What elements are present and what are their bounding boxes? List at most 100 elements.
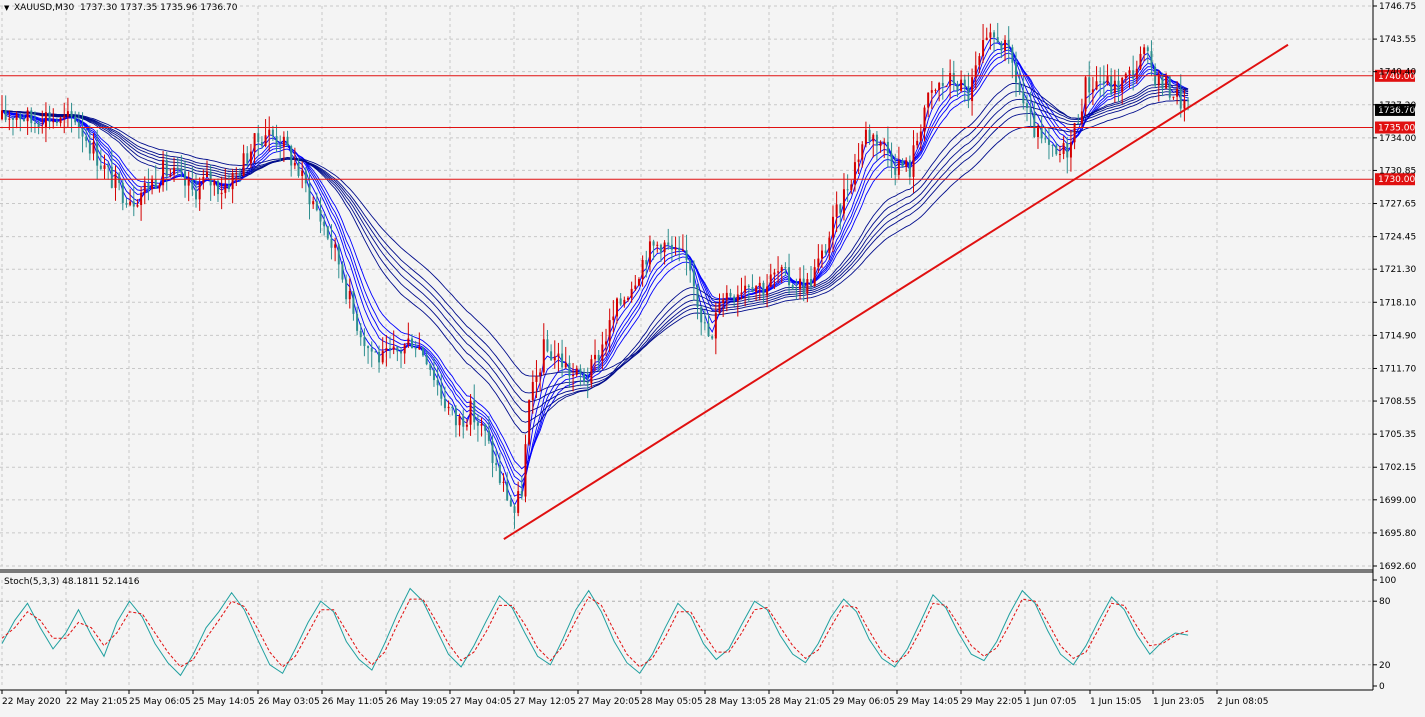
candle-body	[912, 145, 915, 177]
trendline-layer[interactable]	[503, 43, 1289, 540]
candle-body	[736, 294, 739, 301]
candle-body	[96, 142, 99, 166]
ma-line	[1, 85, 1189, 423]
candle-body	[26, 110, 29, 122]
horizontal-levels[interactable]: 1740.00 1735.00 1730.00 1736.70	[0, 69, 1415, 186]
candle-body	[374, 351, 377, 353]
symbol-dropdown-icon[interactable]: ▼	[4, 4, 10, 12]
candle-body	[1036, 125, 1039, 137]
candle-body	[140, 192, 143, 206]
candle-body	[908, 160, 911, 177]
candle-body	[279, 145, 282, 148]
candle-body	[74, 116, 77, 123]
candle-body	[553, 356, 556, 361]
y-tick-label: 1737.20	[1379, 101, 1416, 111]
candle-body	[224, 184, 227, 193]
level-price-tag	[1375, 121, 1415, 134]
candle-body	[326, 226, 329, 239]
candle-body	[703, 322, 706, 324]
candle-body	[641, 260, 644, 280]
candle-body	[260, 142, 263, 146]
candle-body	[52, 121, 55, 123]
candle-body	[648, 241, 651, 265]
candle-body	[1146, 47, 1149, 52]
candle-body	[967, 86, 970, 102]
y-tick-label: 1746.75	[1379, 2, 1416, 12]
candle-body	[1106, 75, 1109, 85]
candle-body	[601, 344, 604, 361]
candle-body	[341, 264, 344, 280]
candle-body	[1176, 89, 1179, 97]
candle-body	[956, 83, 959, 91]
candle-body	[835, 204, 838, 217]
candle-body	[1051, 144, 1054, 146]
candle-body	[319, 210, 322, 222]
candle-body	[334, 244, 337, 248]
candle-body	[85, 136, 88, 141]
candle-body	[1187, 100, 1190, 102]
level-price-tag	[1375, 173, 1415, 186]
candle-body	[1066, 143, 1069, 158]
candle-body	[308, 183, 311, 205]
y-tick-label: 1718.10	[1379, 298, 1416, 308]
candle-body	[974, 65, 977, 78]
x-tick-label: 29 May 06:05	[833, 697, 895, 707]
candle-body	[905, 160, 908, 167]
candle-body	[345, 279, 348, 300]
candle-body	[37, 123, 40, 128]
candle-body	[1004, 39, 1007, 51]
ohlc-readout: 1737.30 1737.35 1735.96 1736.70	[80, 3, 238, 13]
candle-body	[744, 285, 747, 293]
candle-body	[491, 440, 494, 464]
candle-body	[623, 299, 626, 305]
candle-body	[498, 465, 501, 483]
current-price-tag	[1375, 103, 1415, 116]
candle-body	[66, 111, 69, 117]
candle-body	[268, 129, 271, 136]
candle-body	[901, 161, 904, 167]
candle-body	[55, 121, 58, 124]
candle-body	[1121, 77, 1124, 93]
candle-body	[206, 171, 208, 178]
candle-body	[930, 90, 933, 93]
candle-body	[1172, 96, 1175, 98]
y-tick-label: 1705.35	[1379, 430, 1416, 440]
candle-body	[788, 267, 791, 286]
x-tick-label: 27 May 12:05	[514, 697, 576, 707]
candle-body	[755, 286, 758, 292]
candle-body	[1095, 81, 1098, 90]
candle-body	[1011, 47, 1014, 63]
candle-body	[1022, 91, 1025, 104]
x-tick-label: 1 Jun 07:05	[1025, 697, 1076, 707]
y-tick-label: 1727.65	[1379, 200, 1416, 210]
candle-body	[725, 292, 728, 300]
candle-body	[414, 348, 417, 350]
x-tick-label: 2 Jun 08:05	[1217, 697, 1268, 707]
candle-body	[257, 133, 260, 143]
candle-body	[70, 111, 73, 117]
trendline[interactable]	[503, 43, 1289, 540]
candle-body	[304, 170, 307, 184]
candle-body	[15, 114, 18, 120]
candle-body	[773, 272, 776, 275]
candle-body	[1165, 76, 1168, 89]
level-price-label: 1740.00	[1378, 72, 1415, 82]
candle-body	[231, 173, 234, 190]
candle-body	[11, 118, 14, 120]
candle-body	[685, 250, 688, 260]
candle-body	[1018, 82, 1021, 92]
candle-body	[227, 184, 230, 190]
x-tick-label: 28 May 13:05	[705, 697, 767, 707]
candle-body	[487, 430, 490, 441]
candle-body	[963, 79, 966, 87]
candle-body	[169, 174, 172, 177]
candle-body	[132, 201, 135, 207]
candle-body	[202, 177, 205, 184]
candle-body	[484, 424, 487, 431]
symbol-label: XAUUSD,M30	[14, 3, 74, 13]
candle-body	[77, 122, 80, 128]
x-tick-label: 1 Jun 15:05	[1090, 697, 1141, 707]
